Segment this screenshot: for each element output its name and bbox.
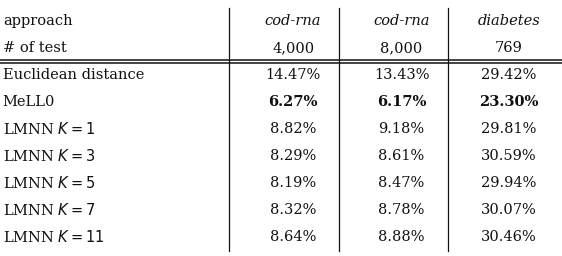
- Text: 29.94%: 29.94%: [482, 176, 537, 190]
- Text: 29.81%: 29.81%: [482, 122, 537, 136]
- Text: diabetes: diabetes: [478, 14, 541, 28]
- Text: MeLL0: MeLL0: [3, 95, 55, 109]
- Text: # of test: # of test: [3, 41, 66, 55]
- Text: 8,000: 8,000: [380, 41, 423, 55]
- Text: 8.64%: 8.64%: [270, 230, 316, 244]
- Text: LMNN $K = 1$: LMNN $K = 1$: [3, 121, 95, 137]
- Text: 23.30%: 23.30%: [479, 95, 539, 109]
- Text: 8.32%: 8.32%: [270, 203, 316, 217]
- Text: 769: 769: [495, 41, 523, 55]
- Text: 14.47%: 14.47%: [265, 68, 321, 82]
- Text: 8.78%: 8.78%: [378, 203, 425, 217]
- Text: 30.59%: 30.59%: [482, 149, 537, 163]
- Text: 13.43%: 13.43%: [374, 68, 429, 82]
- Text: 6.17%: 6.17%: [377, 95, 427, 109]
- Text: LMNN $K = 11$: LMNN $K = 11$: [3, 229, 105, 245]
- Text: approach: approach: [3, 14, 72, 28]
- Text: 8.47%: 8.47%: [378, 176, 425, 190]
- Text: 8.61%: 8.61%: [378, 149, 425, 163]
- Text: 6.27%: 6.27%: [268, 95, 318, 109]
- Text: 30.46%: 30.46%: [481, 230, 537, 244]
- Text: LMNN $K = 5$: LMNN $K = 5$: [3, 175, 96, 191]
- Text: 4,000: 4,000: [272, 41, 314, 55]
- Text: Euclidean distance: Euclidean distance: [3, 68, 144, 82]
- Text: 8.29%: 8.29%: [270, 149, 316, 163]
- Text: 8.88%: 8.88%: [378, 230, 425, 244]
- Text: 30.07%: 30.07%: [481, 203, 537, 217]
- Text: 9.18%: 9.18%: [378, 122, 425, 136]
- Text: 8.82%: 8.82%: [270, 122, 316, 136]
- Text: LMNN $K = 7$: LMNN $K = 7$: [3, 202, 96, 218]
- Text: 8.19%: 8.19%: [270, 176, 316, 190]
- Text: cod-rna: cod-rna: [373, 14, 430, 28]
- Text: LMNN $K = 3$: LMNN $K = 3$: [3, 148, 96, 164]
- Text: cod-rna: cod-rna: [265, 14, 321, 28]
- Text: 29.42%: 29.42%: [482, 68, 537, 82]
